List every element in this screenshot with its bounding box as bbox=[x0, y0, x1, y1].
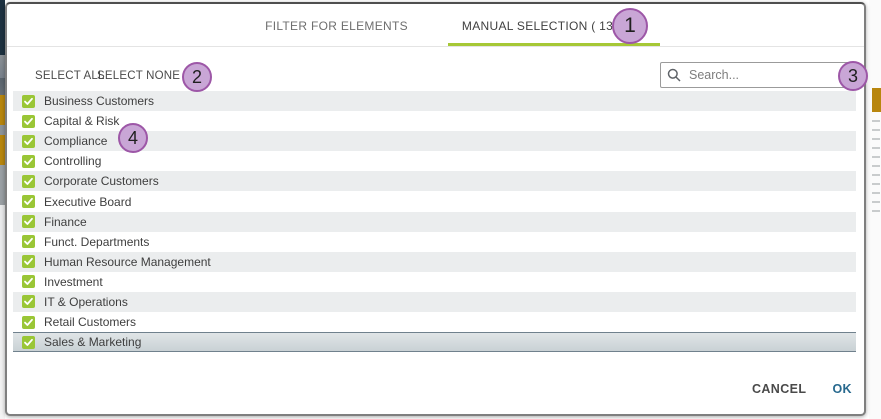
check-icon bbox=[24, 338, 33, 346]
search-icon bbox=[667, 68, 681, 82]
list-item-label: Finance bbox=[44, 214, 87, 229]
tab-manual-selection[interactable]: MANUAL SELECTION ( 13 / 13 ) bbox=[447, 19, 660, 46]
checkbox-checked-icon[interactable] bbox=[22, 275, 35, 289]
list-item-label: Compliance bbox=[44, 134, 108, 149]
check-icon bbox=[24, 177, 33, 185]
list-item-label: Sales & Marketing bbox=[44, 335, 142, 350]
list-item[interactable]: Executive Board bbox=[13, 191, 856, 211]
check-icon bbox=[24, 137, 33, 145]
ok-button[interactable]: OK bbox=[832, 382, 852, 396]
search-input[interactable] bbox=[687, 67, 849, 83]
check-icon bbox=[24, 197, 33, 205]
list-item-label: Corporate Customers bbox=[44, 174, 159, 189]
list-item[interactable]: IT & Operations bbox=[13, 291, 856, 313]
checkbox-checked-icon[interactable] bbox=[22, 215, 35, 229]
checkbox-checked-icon[interactable] bbox=[22, 94, 35, 108]
list-item-label: Executive Board bbox=[44, 194, 132, 209]
check-icon bbox=[24, 238, 33, 246]
search-box[interactable] bbox=[660, 62, 856, 88]
checkbox-checked-icon[interactable] bbox=[22, 335, 35, 349]
list-item[interactable]: Corporate Customers bbox=[13, 171, 856, 192]
list-item[interactable]: Retail Customers bbox=[13, 312, 856, 332]
dialog-footer: CANCEL OK bbox=[752, 382, 852, 396]
check-icon bbox=[24, 117, 33, 125]
checkbox-checked-icon[interactable] bbox=[22, 154, 35, 168]
select-none-button[interactable]: SELECT NONE bbox=[97, 70, 181, 82]
tab-filter-for-elements[interactable]: FILTER FOR ELEMENTS bbox=[265, 19, 408, 33]
check-icon bbox=[24, 318, 33, 326]
list-item-label: Human Resource Management bbox=[44, 254, 211, 269]
checkbox-checked-icon[interactable] bbox=[22, 174, 35, 188]
list-item[interactable]: Controlling bbox=[13, 151, 856, 171]
list-item[interactable]: Capital & Risk bbox=[13, 111, 856, 131]
annotation-circle-1: 1 bbox=[612, 8, 648, 44]
background-app-left-edge bbox=[0, 0, 5, 419]
background-text-fragments bbox=[872, 120, 880, 215]
check-icon bbox=[24, 218, 33, 226]
list-item[interactable]: Sales & Marketing bbox=[13, 332, 856, 353]
list-item[interactable]: Finance bbox=[13, 211, 856, 232]
check-icon bbox=[24, 278, 33, 286]
check-icon bbox=[24, 157, 33, 165]
checkbox-checked-icon[interactable] bbox=[22, 315, 35, 329]
list-item-label: Controlling bbox=[44, 154, 102, 169]
list-item-label: Funct. Departments bbox=[44, 234, 150, 249]
checkbox-checked-icon[interactable] bbox=[22, 134, 35, 148]
cancel-button[interactable]: CANCEL bbox=[751, 382, 807, 396]
list-item[interactable]: Human Resource Management bbox=[13, 251, 856, 272]
background-gold-fragment bbox=[872, 88, 881, 112]
items-list: Business Customers Capital & Risk Compli… bbox=[13, 91, 856, 353]
list-item[interactable]: Compliance bbox=[13, 131, 856, 152]
toolbar: SELECT ALL SELECT NONE bbox=[7, 48, 864, 91]
selection-dialog: FILTER FOR ELEMENTS MANUAL SELECTION ( 1… bbox=[5, 2, 866, 416]
checkbox-checked-icon[interactable] bbox=[22, 114, 35, 128]
checkbox-checked-icon[interactable] bbox=[22, 235, 35, 249]
checkbox-checked-icon[interactable] bbox=[22, 255, 35, 269]
list-item[interactable]: Business Customers bbox=[13, 91, 856, 112]
list-item-label: IT & Operations bbox=[44, 294, 128, 309]
check-icon bbox=[24, 298, 33, 306]
annotation-circle-2: 2 bbox=[182, 62, 212, 92]
list-item[interactable]: Investment bbox=[13, 272, 856, 292]
background-app-right-edge bbox=[869, 0, 881, 419]
checkbox-checked-icon[interactable] bbox=[22, 195, 35, 209]
annotation-circle-3: 3 bbox=[838, 61, 868, 91]
annotation-circle-4: 4 bbox=[118, 123, 148, 153]
tab-bar: FILTER FOR ELEMENTS MANUAL SELECTION ( 1… bbox=[7, 4, 864, 47]
check-icon bbox=[24, 258, 33, 266]
check-icon bbox=[24, 97, 33, 105]
list-item-label: Capital & Risk bbox=[44, 114, 120, 129]
select-all-button[interactable]: SELECT ALL bbox=[35, 70, 105, 82]
list-item-label: Investment bbox=[44, 274, 103, 289]
list-item[interactable]: Funct. Departments bbox=[13, 232, 856, 252]
checkbox-checked-icon[interactable] bbox=[22, 295, 35, 309]
list-item-label: Retail Customers bbox=[44, 315, 137, 330]
list-item-label: Business Customers bbox=[44, 94, 155, 109]
